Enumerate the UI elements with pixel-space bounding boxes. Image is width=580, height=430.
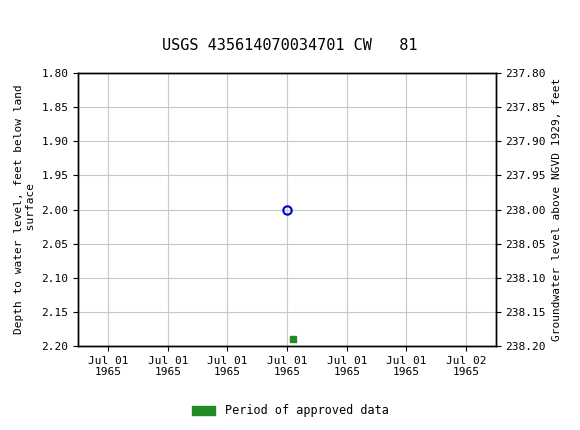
Text: USGS 435614070034701 CW   81: USGS 435614070034701 CW 81 xyxy=(162,38,418,52)
Text: ≡USGS: ≡USGS xyxy=(12,10,70,29)
Y-axis label: Groundwater level above NGVD 1929, feet: Groundwater level above NGVD 1929, feet xyxy=(552,78,561,341)
Legend: Period of approved data: Period of approved data xyxy=(187,399,393,422)
Y-axis label: Depth to water level, feet below land
 surface: Depth to water level, feet below land su… xyxy=(14,85,36,335)
